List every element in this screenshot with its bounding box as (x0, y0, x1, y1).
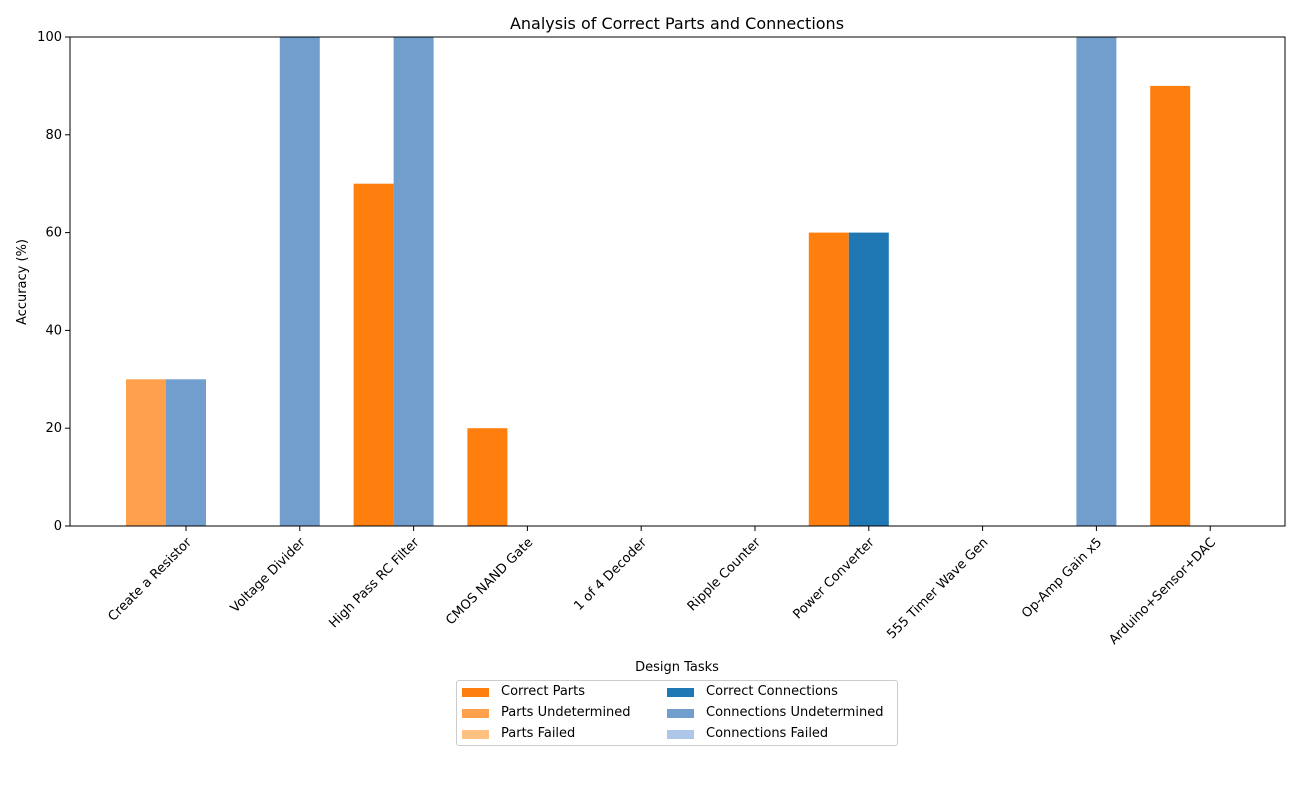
x-axis-label: Design Tasks (635, 660, 719, 675)
legend-swatch (667, 687, 694, 697)
legend-item: Parts Failed (462, 726, 575, 742)
x-tick-label: Arduino+Sensor+DAC (1106, 535, 1219, 648)
x-tick-label: Create a Resistor (105, 535, 195, 625)
bar-connections-2-4 (393, 37, 434, 526)
legend-item: Parts Undetermined (462, 705, 631, 721)
bars-group (126, 37, 1191, 527)
legend-label: Correct Connections (706, 684, 838, 699)
plot-frame (69, 36, 1286, 527)
x-tick-label: High Pass RC Filter (326, 535, 422, 631)
legend-item: Correct Connections (667, 684, 838, 700)
legend-swatch (462, 687, 489, 697)
legend-item: Connections Failed (667, 726, 828, 742)
legend-label: Connections Failed (706, 726, 829, 741)
bar-connections-6-3 (848, 232, 889, 526)
x-tick-label: 1 of 4 Decoder (571, 535, 650, 614)
chart-title: Analysis of Correct Parts and Connection… (510, 14, 844, 33)
legend-label: Correct Parts (501, 684, 586, 699)
bar-parts-9-0 (1150, 85, 1191, 527)
legend-label: Parts Undetermined (501, 705, 631, 720)
y-tick-label: 20 (45, 421, 62, 436)
bar-connections-0-4 (166, 379, 206, 526)
y-axis-label: Accuracy (%) (15, 239, 30, 325)
x-tick-label: CMOS NAND Gate (443, 535, 536, 628)
x-tick-label: Op-Amp Gain x5 (1019, 535, 1105, 621)
x-tick-label: Voltage Divider (228, 535, 309, 616)
y-axis: 0 20 40 60 80 100 (37, 30, 70, 534)
bar-parts-0-1 (126, 379, 166, 526)
legend-swatch (462, 729, 489, 739)
legend-item: Connections Undetermined (667, 705, 883, 721)
y-tick-label: 40 (45, 323, 62, 338)
legend-swatch (667, 729, 694, 739)
x-tick-label: 555 Timer Wave Gen (884, 535, 991, 642)
x-tick-label: Power Converter (791, 535, 879, 623)
x-tick-label: Ripple Counter (685, 535, 765, 615)
bar-connections-1-4 (279, 37, 320, 526)
y-tick-label: 100 (37, 30, 62, 45)
x-axis: Create a Resistor Voltage Divider High Pas… (105, 526, 1219, 648)
bar-parts-3-0 (467, 428, 508, 526)
bar-parts-2-0 (353, 183, 394, 526)
legend-swatch (667, 708, 694, 718)
bar-parts-6-0 (808, 232, 849, 526)
legend-label: Parts Failed (501, 726, 576, 741)
y-tick-label: 80 (45, 128, 62, 143)
legend: Correct Parts Parts Undetermined Parts Fai… (456, 680, 898, 746)
legend-swatch (462, 708, 489, 718)
legend-label: Connections Undetermined (706, 705, 884, 720)
y-tick-label: 0 (54, 519, 62, 534)
y-tick-label: 60 (45, 226, 62, 241)
legend-item: Correct Parts (462, 684, 585, 700)
bar-connections-8-4 (1076, 37, 1117, 526)
